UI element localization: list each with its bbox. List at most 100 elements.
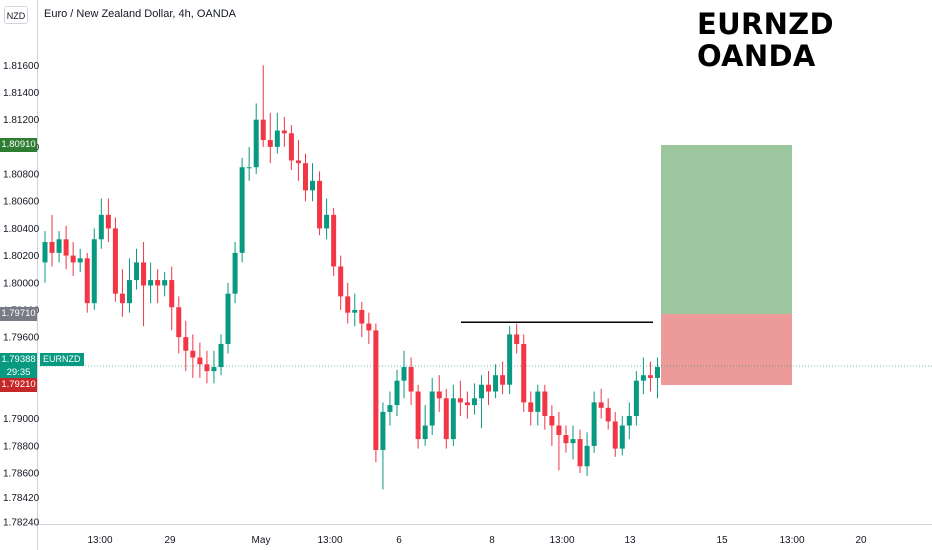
candle-body [359,309,365,324]
candle-body [225,293,231,344]
time-tick-label: 8 [489,535,495,546]
candle [387,391,393,426]
candle [204,350,210,384]
candle [429,377,435,436]
candle-body [310,180,316,191]
candle [612,411,618,457]
candle [450,384,456,446]
candle-body [500,375,506,385]
candle [176,296,182,354]
candle [211,350,217,384]
stop-loss-zone[interactable] [661,314,792,385]
candle-body [98,214,104,240]
candle-body [169,280,175,308]
candle-body [486,384,492,392]
candle [98,198,104,249]
candle-body [302,163,308,191]
candle-body [155,280,161,286]
candle-body [204,364,210,372]
candle [345,282,351,324]
price-axis[interactable]: 1.816001.814001.812001.810001.808001.806… [3,61,40,529]
candle [436,375,442,412]
candle [401,350,407,399]
time-tick-label: 13:00 [87,535,112,546]
candle-body [394,380,400,406]
candle [295,140,301,181]
candle [521,334,527,412]
price-tick-label: 1.78800 [3,441,40,452]
candle [394,369,400,416]
candle [352,293,358,327]
candle-body [380,411,386,450]
currency-button[interactable]: NZD [4,6,28,24]
candle-body [70,255,76,263]
candle [232,242,238,304]
candle-body [56,239,62,253]
candle-body [521,343,527,403]
price-tick-label: 1.79600 [3,333,40,344]
candle-body [119,293,125,304]
time-axis[interactable]: 13:00 29 May 13:00 6 8 13:00 13 15 13:00 20 [87,535,867,546]
time-tick-label: 13 [624,535,636,546]
candle-body [141,262,147,286]
time-tick-label: May [252,535,271,546]
candle-body [77,258,83,263]
candle-body [162,280,168,286]
time-tick-label: 29 [164,535,176,546]
candle [338,255,344,310]
candle [141,242,147,327]
candle [105,198,111,243]
candle [598,388,604,419]
candle-body [556,425,562,436]
candle-body [112,228,118,294]
candle-body [457,398,463,403]
candle-countdown: 29:35 [0,366,37,380]
candle-body [436,391,442,399]
candle [119,269,125,317]
candle [324,198,330,240]
candle-body [197,357,203,365]
candle-body [63,239,69,256]
candle [197,342,203,378]
candle [288,125,294,170]
price-tick-label: 1.80200 [3,251,40,262]
candle [514,323,520,354]
candle-body [148,280,154,286]
entry-price-tag: 1.79710 [0,307,37,321]
candle [570,425,576,460]
candle-body [239,167,245,253]
candle [91,228,97,310]
candle [577,429,583,474]
price-tick-label: 1.79000 [3,414,40,425]
candle [464,391,470,419]
candle-body [352,309,358,313]
candle [331,208,337,276]
candle-body [450,398,456,440]
candles [42,65,660,490]
candle-body [640,375,646,381]
candle [126,258,132,313]
price-tick-label: 1.81400 [3,88,40,99]
candle-body [598,402,604,408]
candle [366,312,372,344]
profit-target-zone[interactable] [661,145,792,314]
candle-body [281,130,287,134]
candle [77,248,83,272]
candle [310,163,316,202]
candle-body [246,167,252,169]
candle-body [549,415,555,426]
candle [619,415,625,456]
candle [493,364,499,399]
candle-body [176,307,182,338]
candle-body [429,391,435,426]
candle-body [331,214,337,267]
candle-body [267,140,273,147]
candle-body [366,323,372,331]
candle-body [387,405,393,412]
candle [654,357,660,399]
candle [507,326,513,395]
candle-body [105,214,111,229]
candle-body [528,402,534,412]
watermark-symbol: EURNZD [697,7,834,41]
